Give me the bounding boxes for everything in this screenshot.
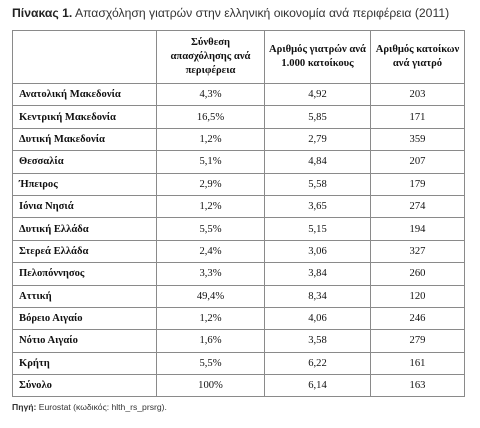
region-cell: Θεσσαλία	[12, 150, 157, 174]
per-1000-cell: 6,14	[264, 374, 371, 398]
per-1000-cell: 5,58	[264, 172, 371, 196]
share-cell: 2,4%	[156, 239, 265, 264]
region-cell: Δυτική Ελλάδα	[12, 217, 157, 241]
per-1000-cell: 8,34	[264, 284, 371, 308]
region-cell: Δυτική Μακεδονία	[12, 127, 157, 152]
region-cell: Κεντρική Μακεδονία	[12, 105, 157, 129]
table-row: Ιόνια Νησιά 1,2% 3,65 274	[12, 194, 465, 219]
region-cell: Σύνολο	[12, 374, 157, 398]
residents-per-doctor-cell: 246	[370, 306, 465, 331]
per-1000-cell: 3,65	[264, 194, 371, 219]
table-row: Δυτική Ελλάδα 5,5% 5,15 194	[12, 217, 465, 241]
per-1000-cell: 2,79	[264, 127, 371, 152]
source-label: Πηγή:	[12, 402, 37, 412]
per-1000-cell: 3,06	[264, 239, 371, 264]
residents-per-doctor-cell: 120	[370, 284, 465, 308]
table-caption: Πίνακας 1. Απασχόληση γιατρών στην ελλην…	[12, 6, 472, 20]
table-row: Κρήτη 5,5% 6,22 161	[12, 351, 465, 376]
region-cell: Βόρειο Αιγαίο	[12, 306, 157, 331]
physicians-table: Σύνθεση απασχόλησης ανά περιφέρεια Αριθμ…	[12, 30, 465, 398]
per-1000-cell: 5,15	[264, 217, 371, 241]
residents-per-doctor-cell: 163	[370, 374, 465, 398]
source-note: Πηγή: Eurostat (κωδικός: hlth_rs_prsrg).	[12, 402, 167, 412]
share-cell: 5,5%	[156, 217, 265, 241]
table-body: Ανατολική Μακεδονία 4,3% 4,92 203 Κεντρική Μ…	[12, 82, 465, 398]
share-cell: 1,2%	[156, 194, 265, 219]
header-share: Σύνθεση απασχόλησης ανά περιφέρεια	[156, 30, 265, 84]
residents-per-doctor-cell: 171	[370, 105, 465, 129]
region-cell: Κρήτη	[12, 351, 157, 376]
header-region	[12, 30, 157, 84]
region-cell: Ήπειρος	[12, 172, 157, 196]
share-cell: 2,9%	[156, 172, 265, 196]
residents-per-doctor-cell: 161	[370, 351, 465, 376]
region-cell: Πελοπόννησος	[12, 262, 157, 286]
residents-per-doctor-cell: 194	[370, 217, 465, 241]
table-row: Στερεά Ελλάδα 2,4% 3,06 327	[12, 239, 465, 264]
table-row: Αττική 49,4% 8,34 120	[12, 284, 465, 308]
residents-per-doctor-cell: 207	[370, 150, 465, 174]
region-cell: Στερεά Ελλάδα	[12, 239, 157, 264]
residents-per-doctor-cell: 179	[370, 172, 465, 196]
per-1000-cell: 6,22	[264, 351, 371, 376]
share-cell: 16,5%	[156, 105, 265, 129]
caption-text: Απασχόληση γιατρών στην ελληνική οικονομ…	[72, 6, 450, 20]
per-1000-cell: 5,85	[264, 105, 371, 129]
share-cell: 100%	[156, 374, 265, 398]
table-row: Θεσσαλία 5,1% 4,84 207	[12, 150, 465, 174]
residents-per-doctor-cell: 327	[370, 239, 465, 264]
per-1000-cell: 3,84	[264, 262, 371, 286]
residents-per-doctor-cell: 359	[370, 127, 465, 152]
residents-per-doctor-cell: 274	[370, 194, 465, 219]
share-cell: 1,2%	[156, 306, 265, 331]
header-residents-per-doctor: Αριθμός κατοίκων ανά γιατρό	[370, 30, 465, 84]
per-1000-cell: 3,58	[264, 329, 371, 353]
residents-per-doctor-cell: 203	[370, 82, 465, 107]
caption-label: Πίνακας 1.	[12, 6, 73, 20]
share-cell: 49,4%	[156, 284, 265, 308]
region-cell: Ανατολική Μακεδονία	[12, 82, 157, 107]
share-cell: 3,3%	[156, 262, 265, 286]
table-row: Πελοπόννησος 3,3% 3,84 260	[12, 262, 465, 286]
region-cell: Ιόνια Νησιά	[12, 194, 157, 219]
table-row: Ανατολική Μακεδονία 4,3% 4,92 203	[12, 82, 465, 107]
table-row: Νότιο Αιγαίο 1,6% 3,58 279	[12, 329, 465, 353]
header-row: Σύνθεση απασχόλησης ανά περιφέρεια Αριθμ…	[12, 30, 465, 84]
per-1000-cell: 4,06	[264, 306, 371, 331]
region-cell: Αττική	[12, 284, 157, 308]
table-row: Σύνολο 100% 6,14 163	[12, 374, 465, 398]
share-cell: 4,3%	[156, 82, 265, 107]
table-row: Κεντρική Μακεδονία 16,5% 5,85 171	[12, 105, 465, 129]
share-cell: 5,1%	[156, 150, 265, 174]
share-cell: 1,6%	[156, 329, 265, 353]
table-row: Βόρειο Αιγαίο 1,2% 4,06 246	[12, 306, 465, 331]
source-text: Eurostat (κωδικός: hlth_rs_prsrg).	[36, 402, 167, 412]
residents-per-doctor-cell: 260	[370, 262, 465, 286]
per-1000-cell: 4,92	[264, 82, 371, 107]
table-row: Δυτική Μακεδονία 1,2% 2,79 359	[12, 127, 465, 152]
residents-per-doctor-cell: 279	[370, 329, 465, 353]
share-cell: 5,5%	[156, 351, 265, 376]
per-1000-cell: 4,84	[264, 150, 371, 174]
table-row: Ήπειρος 2,9% 5,58 179	[12, 172, 465, 196]
share-cell: 1,2%	[156, 127, 265, 152]
header-per-1000: Αριθμός γιατρών ανά 1.000 κατοίκους	[264, 30, 371, 84]
region-cell: Νότιο Αιγαίο	[12, 329, 157, 353]
